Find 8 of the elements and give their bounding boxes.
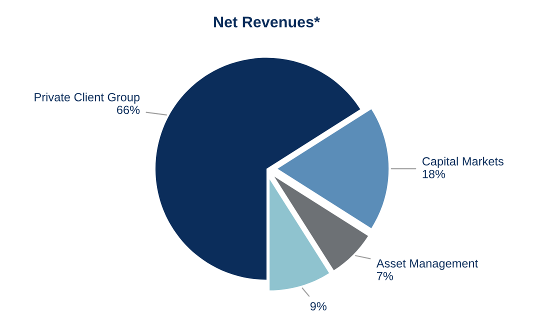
slice-label: Capital Markets: [422, 156, 504, 168]
slice-label: Asset Management: [376, 259, 478, 270]
slice-label: Private Client Group: [34, 92, 140, 104]
data-label: 66%: [117, 106, 140, 114]
chart-title: Net Revenues*: [214, 16, 320, 28]
data-label: 9%: [310, 302, 326, 310]
data-label: 18%: [422, 170, 446, 178]
data-label: 7%: [376, 272, 394, 280]
